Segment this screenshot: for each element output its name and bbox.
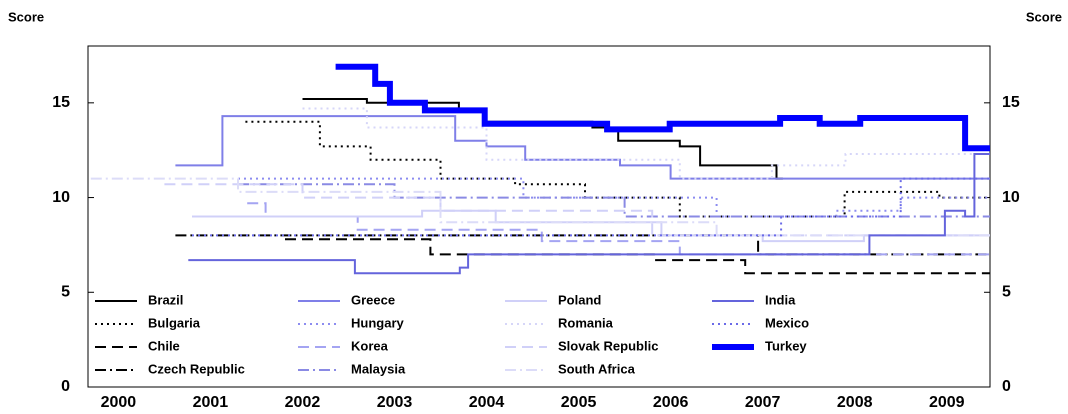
series-line	[285, 238, 990, 275]
series-line	[247, 202, 990, 256]
series-line	[192, 177, 990, 237]
x-tick-label: 2005	[561, 394, 597, 411]
x-tick-label: 2008	[837, 394, 873, 411]
legend-label: Greece	[351, 292, 395, 307]
series-line	[164, 183, 990, 237]
series-line	[238, 183, 990, 218]
legend-label: Bulgaria	[148, 315, 201, 330]
series-line	[302, 98, 783, 180]
y2-axis-label: Score	[1026, 9, 1062, 24]
y2-tick-label: 5	[1002, 283, 1011, 300]
legend-label: Korea	[351, 338, 389, 353]
legend-label: Czech Republic	[148, 361, 245, 376]
series-line	[175, 115, 990, 180]
legend-label: India	[765, 292, 796, 307]
y-axis-label: Score	[8, 9, 44, 24]
x-tick-label: 2006	[653, 394, 689, 411]
x-tick-label: 2009	[929, 394, 965, 411]
series-line	[335, 63, 990, 152]
legend-label: Brazil	[148, 292, 183, 307]
y2-tick-label: 10	[1002, 189, 1020, 206]
legend-label: South Africa	[558, 361, 636, 376]
legend-label: Mexico	[765, 315, 809, 330]
series-line	[192, 209, 990, 243]
series-line	[245, 120, 990, 218]
x-tick-label: 2000	[101, 394, 137, 411]
legend-label: Chile	[148, 338, 180, 353]
x-tick-label: 2003	[377, 394, 413, 411]
legend-label: Slovak Republic	[558, 338, 658, 353]
y-tick-label: 10	[52, 189, 70, 206]
y2-tick-label: 0	[1002, 378, 1011, 395]
y-tick-label: 15	[52, 94, 70, 111]
series-line	[175, 234, 990, 256]
x-tick-label: 2004	[469, 394, 505, 411]
series-line	[90, 177, 990, 237]
y-tick-label: 0	[61, 378, 70, 395]
legend-label: Poland	[558, 292, 601, 307]
x-tick-label: 2002	[285, 394, 321, 411]
x-tick-label: 2001	[193, 394, 229, 411]
legend-label: Turkey	[765, 338, 807, 353]
legend-label: Romania	[558, 315, 614, 330]
series-line	[188, 153, 990, 275]
y-tick-label: 5	[61, 283, 70, 300]
y2-tick-label: 15	[1002, 94, 1020, 111]
x-tick-label: 2007	[745, 394, 781, 411]
legend-label: Hungary	[351, 315, 405, 330]
legend-label: Malaysia	[351, 361, 406, 376]
